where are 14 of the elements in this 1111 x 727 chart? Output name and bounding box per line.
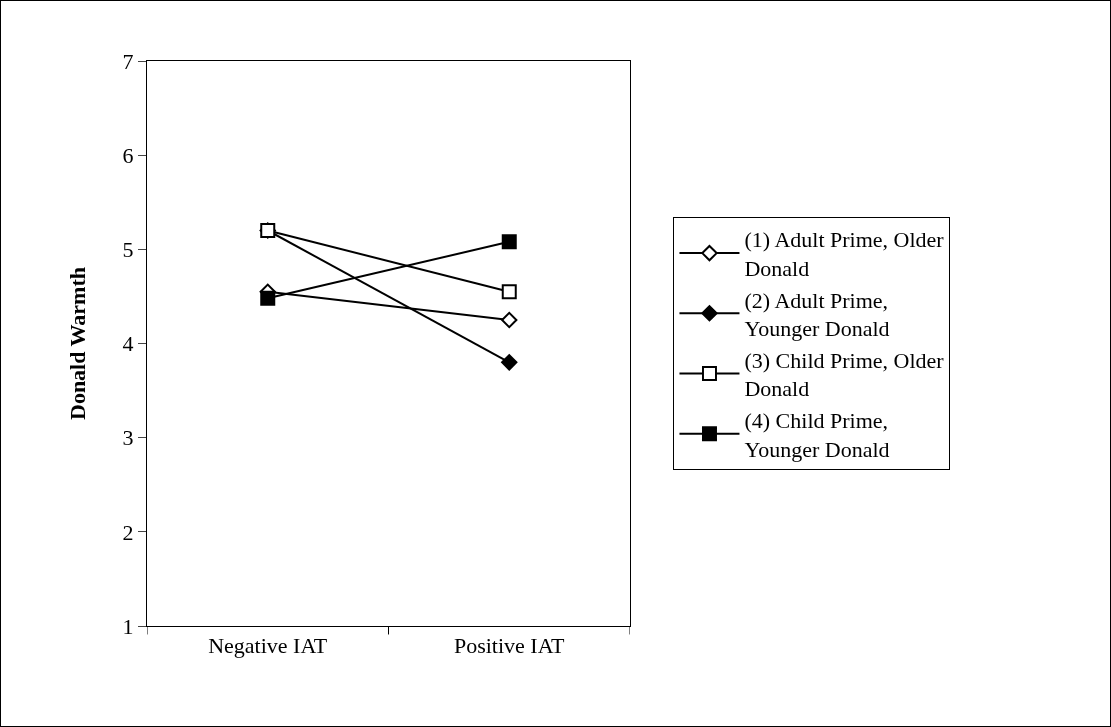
x-tick-label: Positive IAT <box>453 633 566 659</box>
y-tick-label: 4 <box>122 331 134 357</box>
y-tick-label: 1 <box>122 613 134 639</box>
legend-label: (1) Adult Prime, Older Donald <box>744 227 945 281</box>
y-tick-label: 5 <box>122 237 134 263</box>
y-tick-label: 2 <box>122 519 134 545</box>
y-tick-label: 6 <box>122 142 134 168</box>
y-tick-label: 3 <box>122 425 134 451</box>
y-tick-label: 7 <box>122 48 134 74</box>
legend-label: (4) Child Prime, Younger Donald <box>744 407 890 462</box>
legend-label: (2) Adult Prime, Younger Donald <box>744 287 890 342</box>
legend-label: (3) Child Prime, Older Donald <box>744 347 945 402</box>
y-axis-title: Donald Warmth <box>65 266 91 421</box>
x-tick-label: Negative IAT <box>208 633 328 659</box>
